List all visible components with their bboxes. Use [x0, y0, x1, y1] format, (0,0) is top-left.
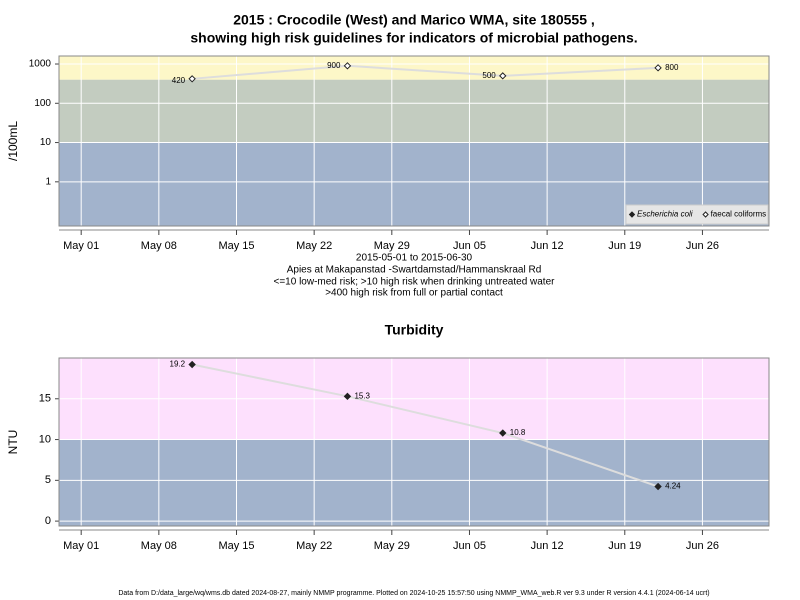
data-point	[499, 429, 507, 437]
x-tick-label: Jun 05	[453, 540, 486, 552]
y-tick-label: 15	[39, 393, 51, 405]
data-point	[188, 75, 196, 83]
footer: Data from D:/data_large/wq/wms.db dated …	[118, 590, 709, 597]
x-tick-label: May 29	[374, 540, 410, 552]
legend-label: Escherichia coli	[637, 210, 693, 219]
data-point	[499, 72, 507, 80]
y-tick-label: 0	[45, 515, 51, 527]
data-label: 500	[482, 71, 496, 80]
note: >400 high risk from full or partial cont…	[325, 288, 503, 299]
y-axis-label: /100mL	[6, 121, 20, 161]
x-tick-label: May 22	[296, 240, 332, 252]
y-tick-label: 5	[45, 474, 51, 486]
data-point	[654, 64, 662, 72]
y-tick-label: 100	[34, 98, 51, 109]
x-tick-label: May 29	[374, 240, 410, 252]
chart-title: 2015 : Crocodile (West) and Marico WMA, …	[233, 12, 595, 28]
data-point	[654, 482, 662, 491]
series-line	[192, 64, 659, 80]
x-tick-label: Jun 26	[686, 240, 719, 252]
series-line	[191, 363, 659, 488]
plot-frame	[58, 357, 770, 527]
y-tick-label: 10	[39, 433, 51, 445]
y-tick-label: 1000	[29, 59, 52, 70]
legend-marker	[628, 211, 636, 218]
data-label: 19.2	[170, 360, 186, 369]
x-tick-label: May 08	[141, 240, 177, 252]
x-tick-label: May 15	[218, 540, 254, 552]
note: Apies at Makapanstad -Swartdamstad/Hamma…	[287, 265, 542, 276]
x-tick-label: Jun 19	[608, 540, 641, 552]
x-tick-label: May 22	[296, 540, 332, 552]
data-label: 800	[665, 63, 679, 72]
risk-band	[59, 56, 769, 80]
x-tick-label: Jun 12	[531, 240, 564, 252]
x-tick-label: May 15	[218, 240, 254, 252]
x-tick-label: May 01	[63, 240, 99, 252]
x-tick-label: Jun 12	[531, 540, 564, 552]
data-point	[188, 360, 196, 369]
data-label: 15.3	[354, 391, 370, 400]
chart-title: Turbidity	[385, 322, 444, 338]
note: <=10 low-med risk; >10 high risk when dr…	[274, 277, 556, 288]
chart-subtitle: showing high risk guidelines for indicat…	[190, 30, 637, 46]
legend-label: faecal coliforms	[711, 210, 767, 219]
data-label: 420	[172, 76, 186, 85]
x-tick-label: Jun 26	[686, 540, 719, 552]
y-axis-label: NTU	[6, 430, 20, 455]
risk-band	[59, 79, 769, 143]
x-tick-label: Jun 05	[453, 240, 486, 252]
x-tick-label: Jun 19	[608, 240, 641, 252]
y-tick-label: 10	[40, 137, 52, 148]
x-tick-label: May 01	[63, 540, 99, 552]
legend-marker	[702, 211, 709, 218]
data-point	[343, 62, 352, 70]
data-point	[343, 392, 352, 401]
data-label: 4.24	[665, 482, 681, 491]
legend-box	[625, 204, 769, 225]
data-label: 10.8	[510, 428, 526, 437]
y-tick-label: 1	[45, 176, 51, 187]
data-label: 900	[327, 61, 341, 70]
plot-frame	[58, 55, 770, 227]
x-tick-label: May 08	[141, 540, 177, 552]
risk-band	[59, 439, 769, 526]
note: 2015-05-01 to 2015-06-30	[356, 253, 473, 264]
